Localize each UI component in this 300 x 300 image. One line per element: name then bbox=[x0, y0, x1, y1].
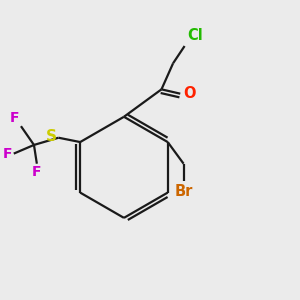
Text: O: O bbox=[184, 86, 196, 101]
Text: Cl: Cl bbox=[188, 28, 203, 43]
Text: Br: Br bbox=[174, 184, 193, 199]
Text: S: S bbox=[46, 129, 57, 144]
Text: F: F bbox=[3, 147, 12, 160]
Text: F: F bbox=[10, 111, 20, 125]
Text: F: F bbox=[32, 165, 42, 179]
